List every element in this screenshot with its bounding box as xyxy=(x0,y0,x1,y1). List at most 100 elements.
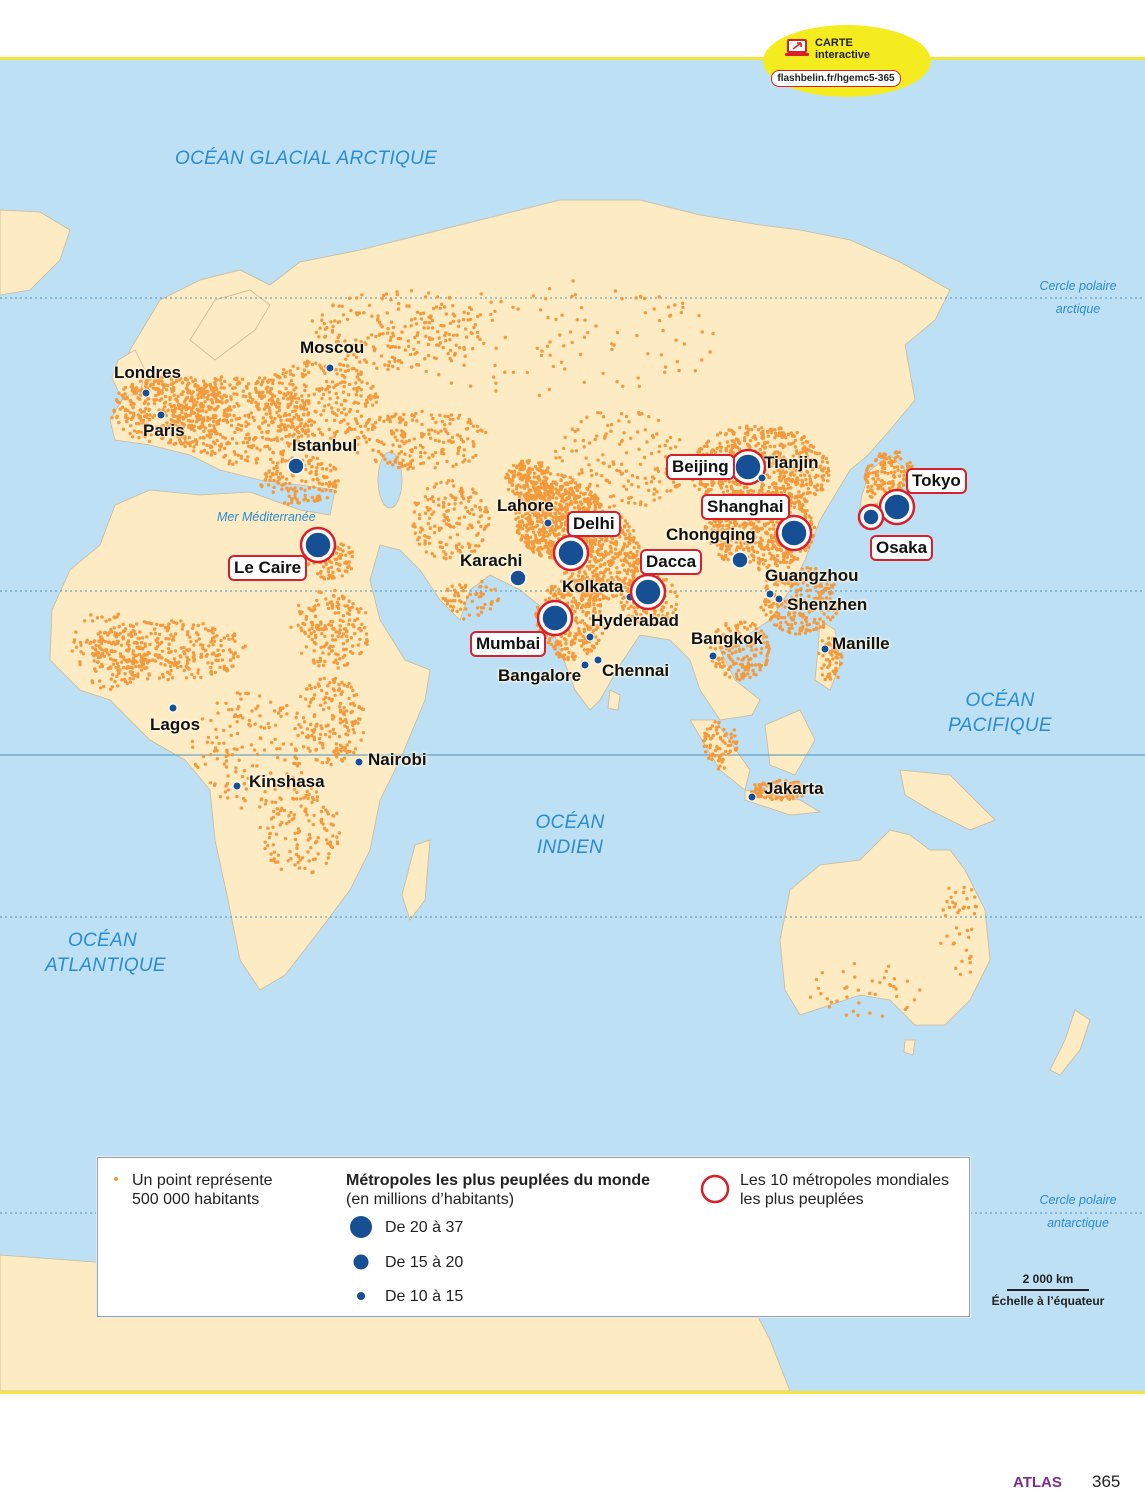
population-dot xyxy=(317,389,322,393)
population-dot xyxy=(548,472,553,476)
population-dot xyxy=(438,540,442,545)
population-dot xyxy=(217,448,222,452)
population-dot xyxy=(451,417,455,422)
population-dot xyxy=(784,457,788,462)
population-dot xyxy=(321,392,326,397)
population-dot xyxy=(377,439,381,444)
population-dot xyxy=(796,588,800,592)
population-dot xyxy=(317,487,321,492)
population-dot xyxy=(219,386,223,390)
population-dot xyxy=(595,579,599,583)
population-dot xyxy=(305,364,309,368)
population-dot xyxy=(434,420,438,425)
population-dot xyxy=(271,451,276,455)
population-dot xyxy=(255,457,260,461)
population-dot xyxy=(554,641,558,645)
population-dot xyxy=(550,587,554,591)
population-dot xyxy=(299,418,304,422)
population-dot xyxy=(520,527,525,531)
population-dot xyxy=(758,447,762,452)
population-dot xyxy=(568,585,572,590)
population-dot xyxy=(522,493,526,497)
population-dot xyxy=(542,484,547,488)
population-dot xyxy=(172,393,176,397)
population-dot xyxy=(529,503,534,507)
population-dot xyxy=(257,406,261,410)
population-dot xyxy=(487,516,491,521)
population-dot xyxy=(236,423,241,427)
population-dot xyxy=(544,510,549,515)
population-dot xyxy=(209,445,213,450)
population-dot xyxy=(779,621,783,625)
population-dot xyxy=(623,576,628,580)
population-dot xyxy=(874,474,878,478)
population-dot xyxy=(309,470,313,474)
population-dot xyxy=(535,467,540,471)
population-dot xyxy=(588,603,592,608)
population-dot xyxy=(636,557,640,562)
population-dot xyxy=(213,380,217,385)
population-dot xyxy=(459,437,464,442)
population-dot xyxy=(530,467,535,471)
population-dot xyxy=(553,584,557,589)
population-dot xyxy=(339,403,344,407)
population-dot xyxy=(225,442,229,446)
population-dot xyxy=(300,398,305,403)
population-dot xyxy=(608,563,613,567)
population-dot xyxy=(750,427,754,432)
population-dot xyxy=(542,487,547,491)
population-dot xyxy=(727,480,731,484)
population-dot xyxy=(277,408,282,413)
population-dot xyxy=(198,414,203,418)
population-dot xyxy=(555,490,559,495)
population-dot xyxy=(613,552,618,556)
population-dot xyxy=(537,541,542,545)
population-dot xyxy=(726,557,730,562)
population-dot xyxy=(883,470,887,475)
population-dot xyxy=(534,489,538,493)
population-dot xyxy=(285,441,290,445)
population-dot xyxy=(824,456,828,461)
population-dot xyxy=(270,471,275,476)
population-dot xyxy=(128,431,132,436)
population-dot xyxy=(808,491,812,495)
population-dot xyxy=(708,521,712,525)
population-dot xyxy=(529,522,534,526)
population-dot xyxy=(551,520,556,524)
population-dot xyxy=(893,470,897,474)
population-dot xyxy=(741,547,746,552)
population-dot xyxy=(371,384,375,389)
population-dot xyxy=(896,468,900,472)
population-dot xyxy=(517,531,521,535)
population-dot xyxy=(594,495,598,499)
population-dot xyxy=(333,432,337,436)
population-dot xyxy=(589,554,594,559)
population-dot xyxy=(203,400,207,404)
population-dot xyxy=(432,485,436,489)
population-dot xyxy=(793,445,798,449)
population-dot xyxy=(456,416,460,420)
population-dot xyxy=(315,456,320,461)
population-dot xyxy=(577,583,581,587)
population-dot xyxy=(264,412,269,416)
population-dot xyxy=(304,467,308,472)
population-dot xyxy=(334,391,338,396)
population-dot xyxy=(592,616,596,620)
population-dot xyxy=(171,429,175,433)
population-dot xyxy=(818,464,823,468)
population-dot xyxy=(573,599,578,603)
population-dot xyxy=(792,555,796,559)
population-dot xyxy=(327,390,332,394)
population-dot xyxy=(605,579,610,583)
population-dot xyxy=(355,409,360,414)
population-dot xyxy=(554,501,558,505)
population-dot xyxy=(795,451,799,455)
population-dot xyxy=(776,468,780,473)
population-dot xyxy=(257,376,262,380)
population-dot xyxy=(328,489,333,493)
population-dot xyxy=(573,506,577,510)
population-dot xyxy=(624,559,628,563)
population-dot xyxy=(440,451,444,456)
population-dot xyxy=(355,386,359,391)
population-dot xyxy=(472,442,476,446)
